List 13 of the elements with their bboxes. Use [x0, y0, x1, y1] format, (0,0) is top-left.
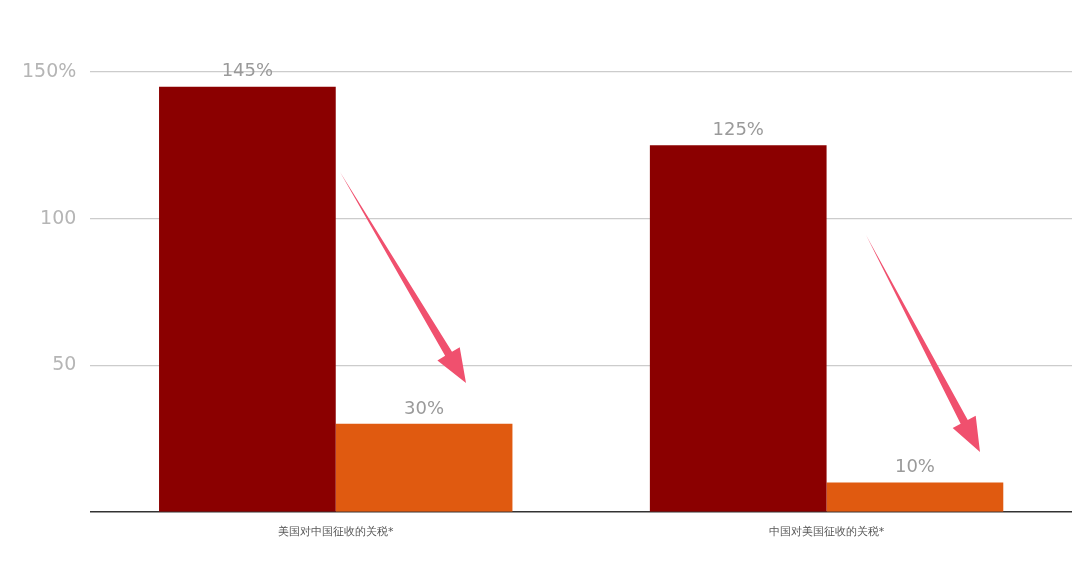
y-tick-label: 100 [40, 205, 77, 228]
bar [649, 145, 827, 512]
y-tick-label: 150% [21, 58, 77, 81]
data-label: 10% [894, 455, 935, 477]
bar [826, 482, 1004, 512]
bar [335, 423, 513, 512]
data-label: 30% [404, 396, 445, 418]
data-label: 145% [221, 59, 274, 81]
data-label: 125% [712, 117, 764, 139]
x-tick-label: 美国对中国征收的关税* [277, 525, 394, 539]
x-tick-label: 中国对美国征收的关税* [768, 525, 885, 539]
bar [159, 86, 336, 512]
y-tick-label: 50 [52, 352, 77, 375]
